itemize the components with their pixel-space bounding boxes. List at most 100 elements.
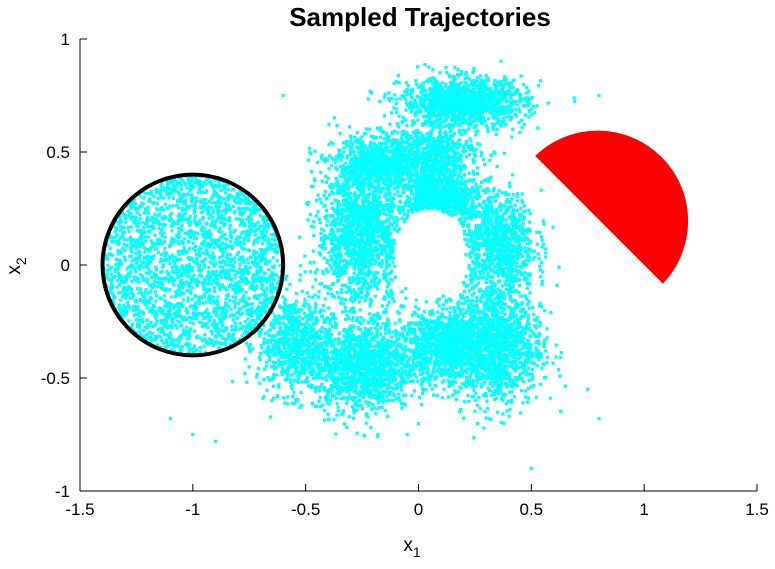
trajectory-point bbox=[179, 228, 184, 232]
trajectory-point bbox=[371, 402, 375, 406]
trajectory-point bbox=[298, 264, 302, 268]
trajectory-point bbox=[345, 266, 349, 270]
trajectory-point bbox=[392, 394, 397, 398]
trajectory-point bbox=[129, 216, 134, 220]
trajectory-point bbox=[163, 289, 167, 293]
trajectory-point bbox=[303, 300, 307, 304]
trajectory-point bbox=[209, 181, 214, 185]
trajectory-point bbox=[242, 193, 246, 197]
trajectory-point bbox=[173, 278, 177, 282]
trajectory-point bbox=[242, 242, 246, 246]
trajectory-point bbox=[212, 343, 216, 347]
trajectory-point bbox=[350, 291, 354, 295]
trajectory-point bbox=[147, 230, 151, 234]
trajectory-point bbox=[183, 181, 187, 185]
trajectory-point bbox=[134, 218, 138, 222]
trajectory-point bbox=[175, 272, 179, 276]
trajectory-point bbox=[264, 294, 268, 298]
trajectory-point bbox=[155, 312, 159, 316]
trajectory-point bbox=[173, 179, 177, 183]
trajectory-point bbox=[188, 258, 192, 262]
trajectory-point bbox=[343, 246, 347, 250]
trajectory-point bbox=[328, 287, 333, 291]
trajectory-point bbox=[227, 219, 231, 223]
trajectory-point bbox=[190, 204, 194, 208]
trajectory-point bbox=[113, 230, 117, 234]
trajectory-point bbox=[190, 269, 194, 273]
trajectory-point bbox=[168, 342, 172, 346]
trajectory-point bbox=[233, 228, 237, 232]
trajectory-point bbox=[221, 218, 225, 222]
trajectory-point bbox=[206, 326, 210, 330]
trajectory-point bbox=[288, 311, 293, 315]
trajectory-point bbox=[136, 304, 140, 309]
trajectory-point bbox=[347, 344, 351, 348]
trajectory-point bbox=[262, 227, 266, 231]
trajectory-point bbox=[251, 242, 256, 246]
trajectory-point bbox=[179, 177, 183, 181]
trajectory-point bbox=[330, 213, 334, 217]
trajectory-point bbox=[191, 286, 195, 290]
trajectory-point bbox=[189, 265, 193, 269]
trajectory-point bbox=[169, 187, 173, 191]
trajectory-point bbox=[189, 278, 193, 282]
trajectory-point bbox=[359, 350, 363, 354]
trajectory-point bbox=[131, 215, 136, 219]
trajectory-point bbox=[338, 352, 342, 356]
trajectory-point bbox=[188, 281, 192, 285]
trajectory-point bbox=[146, 208, 150, 212]
trajectory-point bbox=[359, 338, 363, 342]
trajectory-point bbox=[178, 226, 183, 230]
trajectory-point bbox=[256, 272, 260, 276]
trajectory-point bbox=[300, 330, 304, 334]
trajectory-point bbox=[298, 278, 302, 282]
trajectory-point bbox=[188, 290, 192, 294]
trajectory-point bbox=[353, 290, 357, 294]
trajectory-point bbox=[146, 326, 150, 330]
trajectory-point bbox=[353, 368, 357, 372]
trajectory-point bbox=[346, 185, 350, 189]
trajectory-point bbox=[375, 331, 379, 335]
trajectory-point bbox=[329, 333, 333, 337]
trajectory-point bbox=[156, 214, 160, 218]
trajectory-point bbox=[306, 341, 310, 346]
trajectory-point bbox=[221, 254, 225, 258]
trajectory-point bbox=[214, 204, 218, 209]
trajectory-point bbox=[213, 335, 217, 339]
trajectory-point bbox=[117, 291, 121, 295]
trajectory-point bbox=[185, 218, 189, 222]
trajectory-point bbox=[336, 187, 340, 192]
trajectory-point bbox=[379, 348, 383, 352]
trajectory-point bbox=[321, 369, 325, 373]
trajectory-point bbox=[234, 325, 238, 329]
trajectory-point bbox=[309, 317, 313, 322]
trajectory-point bbox=[365, 330, 369, 334]
trajectory-point bbox=[160, 234, 164, 238]
trajectory-point bbox=[246, 268, 250, 273]
trajectory-point bbox=[195, 281, 200, 285]
trajectory-point bbox=[268, 242, 272, 246]
trajectory-point bbox=[304, 343, 308, 347]
trajectory-point bbox=[142, 196, 146, 200]
trajectory-point bbox=[221, 285, 225, 289]
trajectory-point bbox=[380, 304, 384, 308]
trajectory-point bbox=[160, 339, 164, 343]
trajectory-point bbox=[354, 390, 358, 394]
trajectory-point bbox=[138, 194, 142, 198]
trajectory-point bbox=[145, 301, 149, 305]
trajectory-point bbox=[233, 260, 237, 264]
trajectory-point bbox=[372, 344, 376, 349]
trajectory-point bbox=[281, 362, 285, 366]
trajectory-point bbox=[348, 341, 352, 345]
trajectory-point bbox=[347, 366, 351, 370]
trajectory-point bbox=[245, 217, 249, 221]
trajectory-point bbox=[261, 236, 266, 240]
trajectory-point bbox=[221, 337, 225, 341]
trajectory-point bbox=[279, 352, 283, 356]
trajectory-point bbox=[188, 348, 192, 352]
trajectory-point bbox=[359, 316, 363, 320]
trajectory-point bbox=[186, 192, 190, 196]
trajectory-point bbox=[330, 292, 334, 296]
trajectory-point bbox=[340, 297, 344, 301]
